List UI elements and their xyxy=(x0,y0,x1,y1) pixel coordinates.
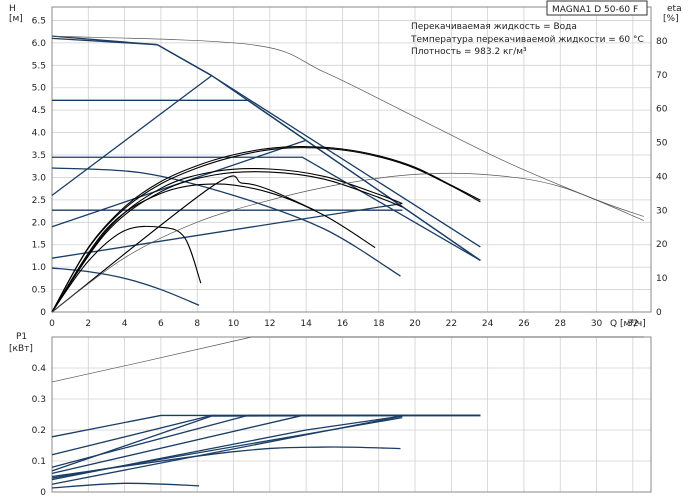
h-tick-label: 3.5 xyxy=(32,151,46,161)
model-title-box xyxy=(546,0,648,16)
x-tick-label: 4 xyxy=(122,319,128,329)
h-tick-label: 6.5 xyxy=(32,16,46,26)
x-tick-label: 22 xyxy=(446,319,457,329)
eta-curve xyxy=(51,167,403,313)
h-tick-label: 4.5 xyxy=(32,106,46,116)
x-tick-label: 28 xyxy=(555,319,567,329)
x-tick-label: 24 xyxy=(482,319,494,329)
eta-thin-curve xyxy=(51,172,644,313)
head-cp-curve xyxy=(52,99,481,261)
p1-pp-curve xyxy=(51,414,481,472)
h-tick-label: 2.0 xyxy=(32,218,47,228)
x-tick-label: 14 xyxy=(300,319,312,329)
x-tick-label: 10 xyxy=(228,319,240,329)
head-cp-curve xyxy=(52,156,481,261)
h-tick-label: 5.5 xyxy=(32,61,46,71)
head-axis-ticks: 0 2 4 6 8 10 12 14 16 18 20 22 24 26 28 30 3200.51.01.52… xyxy=(32,16,668,329)
x-tick-label: 26 xyxy=(518,319,530,329)
p1-tick-label: 0.4 xyxy=(32,364,47,374)
fluid-info-line: Перекачиваемая жидкость = Вода xyxy=(411,22,577,32)
p1-tick-label: 0.2 xyxy=(32,426,46,436)
p1-tick-label: 0.3 xyxy=(32,395,46,405)
head-min-curve xyxy=(51,267,200,306)
eta-axis-unit: [%] xyxy=(663,14,679,24)
p1-axis-name: P1 xyxy=(16,332,27,342)
p1-axis-unit: [кВт] xyxy=(9,344,33,354)
eta-tick-label: 30 xyxy=(656,206,668,216)
h-tick-label: 6.0 xyxy=(32,39,47,49)
head-pp-curve xyxy=(51,202,403,259)
x-tick-label: 2 xyxy=(85,319,91,329)
eta-axis-name: eta xyxy=(667,4,682,14)
model-title: MAGNA1 D 50-60 F xyxy=(552,5,638,15)
eta-tick-label: 10 xyxy=(656,274,668,284)
eta-curve xyxy=(51,225,202,313)
h-axis-unit: [м] xyxy=(9,14,23,24)
power-chart-frame xyxy=(51,336,652,493)
head-pp-curve xyxy=(51,75,213,196)
eta-tick-label: 50 xyxy=(656,139,668,149)
x-tick-label: 0 xyxy=(49,319,55,329)
h-axis-name: H xyxy=(9,4,16,14)
h-tick-label: 5.0 xyxy=(32,84,47,94)
x-tick-label: 32 xyxy=(627,319,638,329)
p1-pp-curve xyxy=(51,415,403,485)
q-axis-label: Q [м³/ч] xyxy=(610,319,646,329)
fluid-info-line: Плотность = 983.2 кг/м³ xyxy=(411,47,527,57)
eta-tick-label: 0 xyxy=(656,308,662,318)
p1-pp-curve xyxy=(51,415,403,481)
head-max-curve xyxy=(51,37,481,261)
eta-curve xyxy=(51,175,316,313)
h-tick-label: 0 xyxy=(40,308,46,318)
p1-min-curve xyxy=(51,446,401,478)
power-curves xyxy=(51,336,644,489)
x-tick-label: 12 xyxy=(264,319,275,329)
p1-tick-label: 0 xyxy=(40,488,46,498)
eta-tick-label: 80 xyxy=(656,37,668,47)
h-tick-label: 1.0 xyxy=(32,263,47,273)
x-tick-label: 16 xyxy=(337,319,349,329)
head-max-thin-curve xyxy=(51,35,644,217)
head-max-curve xyxy=(51,35,481,248)
eta-curve xyxy=(51,146,481,313)
eta-curve xyxy=(51,147,481,313)
p1-max-thin-curve xyxy=(51,336,644,383)
h-tick-label: 1.5 xyxy=(32,241,46,251)
p1-min-curve xyxy=(51,482,200,489)
p1-tick-label: 0.1 xyxy=(32,457,46,467)
x-tick-label: 30 xyxy=(591,319,603,329)
eta-tick-label: 60 xyxy=(656,105,668,115)
eta-curve xyxy=(51,183,376,313)
power-chart-grid xyxy=(51,337,651,493)
head-chart-grid xyxy=(51,7,651,313)
p1-max-curve xyxy=(51,414,481,438)
power-axis-ticks: 0 0.1 0.2 0.3 0.4 xyxy=(32,364,47,498)
h-tick-label: 4.0 xyxy=(32,129,47,139)
eta-tick-label: 40 xyxy=(656,172,668,182)
x-tick-label: 8 xyxy=(194,319,200,329)
x-tick-label: 6 xyxy=(158,319,164,329)
eta-tick-label: 20 xyxy=(656,240,668,250)
h-tick-label: 2.5 xyxy=(32,196,46,206)
head-min-curve xyxy=(51,167,401,277)
eta-tick-label: 70 xyxy=(656,71,668,81)
h-tick-label: 0.5 xyxy=(32,286,46,296)
x-tick-label: 18 xyxy=(373,319,385,329)
head-curves xyxy=(51,35,644,313)
eta-curve xyxy=(51,171,403,313)
head-chart-frame xyxy=(51,6,652,313)
fluid-info-line: Температура перекачиваемой жидкости = 60… xyxy=(410,35,644,45)
h-tick-label: 3.0 xyxy=(32,173,47,183)
x-tick-label: 20 xyxy=(409,319,421,329)
